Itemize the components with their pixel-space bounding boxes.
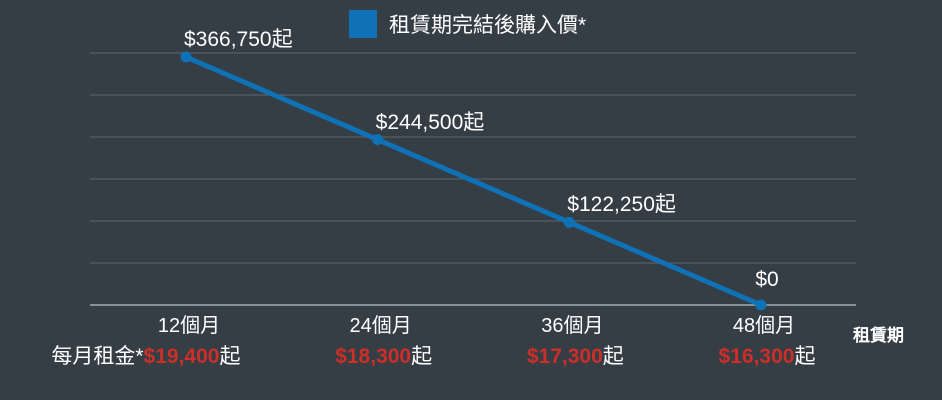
price-suffix: 起	[602, 345, 624, 368]
price-suffix: 起	[794, 345, 816, 368]
price-value: $19,400	[143, 345, 220, 368]
monthly-rent-price: $17,300起	[527, 343, 624, 370]
monthly-rent-price: $16,300起	[719, 343, 816, 370]
price-value: $17,300	[526, 345, 603, 368]
point-value-label: $122,250起	[567, 193, 676, 217]
monthly-rent-row-label: 每月租金*	[51, 345, 144, 368]
x-tick-label: 12個月	[157, 315, 221, 337]
data-point-marker	[563, 216, 575, 228]
x-tick-label: 24個月	[349, 315, 412, 337]
point-value-label: $244,500起	[375, 110, 485, 134]
x-tick-label: 48個月	[732, 315, 796, 337]
price-line-series	[183, 54, 764, 308]
price-suffix: 起	[219, 345, 241, 368]
data-point-marker	[180, 51, 192, 63]
price-suffix: 起	[411, 345, 433, 368]
data-point-marker	[372, 134, 384, 146]
legend-swatch-icon	[349, 10, 377, 38]
x-tick-label: 36個月	[541, 315, 604, 337]
x-axis-title: 租賃期	[853, 326, 904, 345]
monthly-rent-price: $18,300起	[335, 343, 432, 370]
data-point-marker	[755, 299, 767, 311]
point-value-label: $366,750起	[184, 28, 293, 51]
price-value: $16,300	[718, 345, 795, 368]
legend-label: 租賃期完結後購入價*	[389, 14, 587, 37]
price-value: $18,300	[335, 345, 412, 368]
chart-legend: 租賃期完結後購入價*	[349, 9, 586, 39]
monthly-rent-price: 每月租金* $19,400起	[51, 343, 241, 370]
point-value-label: $0	[755, 268, 779, 291]
